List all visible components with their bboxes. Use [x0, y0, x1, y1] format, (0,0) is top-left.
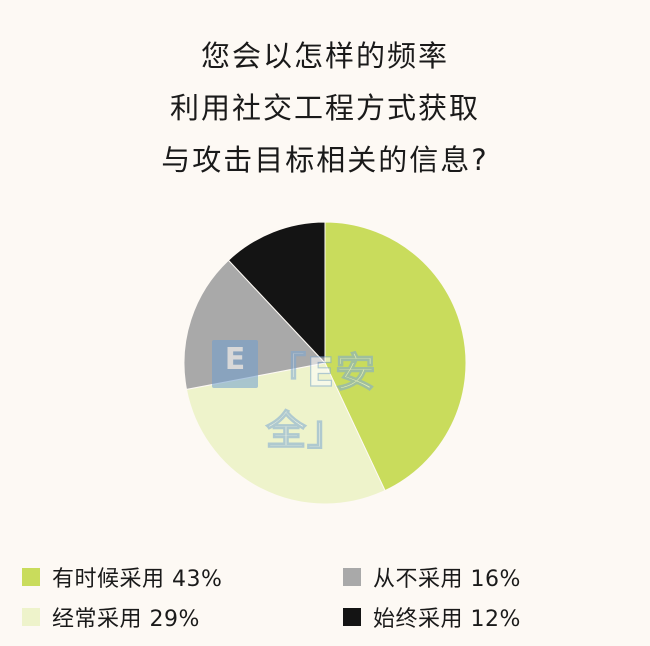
legend-item-always: 始终采用 12%: [343, 602, 521, 632]
pie-slice-0: [324, 221, 467, 492]
pie-slice-1: [185, 362, 386, 505]
legend-swatch: [22, 608, 40, 626]
chart-legend: 有时候采用 43% 经常采用 29% 从不采用 16% 始终采用 12%: [0, 560, 650, 640]
watermark: E 「E安全」: [210, 336, 430, 455]
watermark-logo-icon: E: [212, 340, 258, 388]
watermark-text: 「E安全」: [265, 349, 377, 454]
pie-slice-3: [227, 221, 326, 365]
legend-label: 始终采用 12%: [373, 607, 521, 632]
legend-label: 经常采用 29%: [52, 607, 200, 632]
legend-swatch: [343, 608, 361, 626]
legend-item-never: 从不采用 16%: [343, 562, 521, 592]
legend-label: 有时候采用 43%: [52, 567, 223, 592]
legend-swatch: [22, 568, 40, 586]
legend-item-sometimes: 有时候采用 43%: [22, 562, 222, 592]
watermark-logo-letter: E: [224, 342, 246, 377]
chart-title-line-1: 您会以怎样的频率: [200, 39, 449, 73]
chart-title: 您会以怎样的频率 利用社交工程方式获取 与攻击目标相关的信息?: [0, 30, 650, 186]
legend-item-often: 经常采用 29%: [22, 602, 200, 632]
legend-label: 从不采用 16%: [373, 567, 521, 592]
chart-title-line-3: 与攻击目标相关的信息?: [161, 143, 489, 177]
legend-swatch: [343, 568, 361, 586]
chart-title-line-2: 利用社交工程方式获取: [169, 91, 480, 125]
